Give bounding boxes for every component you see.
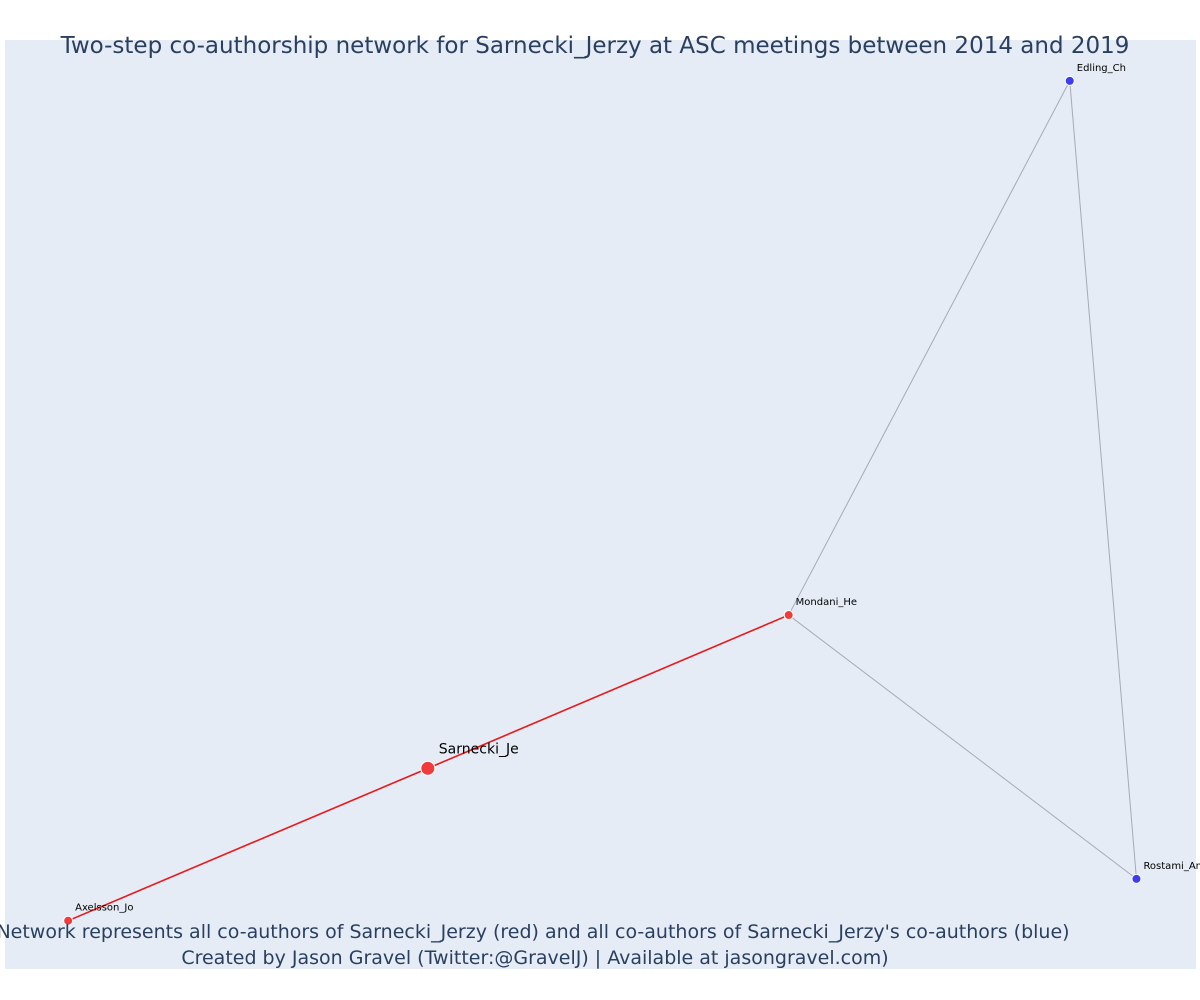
edge-Mondani_He-Rostami_Am bbox=[788, 614, 1137, 880]
node-label-Edling_Ch: Edling_Ch bbox=[1077, 63, 1126, 74]
node-layer bbox=[63, 75, 1142, 926]
node-Rostami_Am[interactable] bbox=[1131, 873, 1142, 884]
node-label-Axelsson_Jo: Axelsson_Jo bbox=[75, 903, 133, 914]
node-Sarnecki_Je[interactable] bbox=[420, 760, 436, 776]
label-layer: Sarnecki_Je Mondani_He Axelsson_Jo Edling_C… bbox=[75, 63, 1200, 914]
node-Mondani_He[interactable] bbox=[783, 610, 794, 621]
edge-Sarnecki_Je-Mondani_He bbox=[427, 614, 789, 770]
node-Edling_Ch[interactable] bbox=[1064, 75, 1075, 86]
chart-title: Two-step co-authorship network for Sarne… bbox=[60, 33, 1130, 59]
caption-line-2: Created by Jason Gravel (Twitter:@Gravel… bbox=[181, 947, 888, 969]
node-label-Rostami_Am: Rostami_Am bbox=[1143, 861, 1200, 872]
edge-layer bbox=[67, 80, 1137, 922]
node-label-Mondani_He: Mondani_He bbox=[796, 597, 857, 608]
edge-Edling_Ch-Rostami_Am bbox=[1069, 80, 1137, 879]
edge-Mondani_He-Edling_Ch bbox=[788, 80, 1071, 616]
edge-Sarnecki_Je-Axelsson_Jo bbox=[67, 767, 429, 922]
caption-line-1: Network represents all co-authors of Sar… bbox=[0, 921, 1070, 943]
node-Axelsson_Jo[interactable] bbox=[63, 915, 74, 926]
node-label-Sarnecki_Je: Sarnecki_Je bbox=[439, 741, 519, 757]
plot-background bbox=[5, 40, 1196, 969]
